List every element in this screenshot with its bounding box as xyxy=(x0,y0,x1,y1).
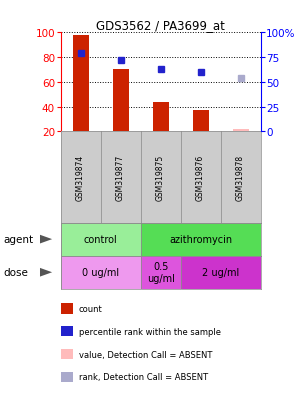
Bar xyxy=(233,130,248,132)
Polygon shape xyxy=(40,235,52,244)
Text: rank, Detection Call = ABSENT: rank, Detection Call = ABSENT xyxy=(79,373,208,381)
Text: 2 ug/ml: 2 ug/ml xyxy=(202,268,239,278)
Text: value, Detection Call = ABSENT: value, Detection Call = ABSENT xyxy=(79,350,212,358)
Title: GDS3562 / PA3699_at: GDS3562 / PA3699_at xyxy=(96,19,225,32)
Bar xyxy=(61,256,141,289)
Bar xyxy=(181,256,261,289)
Bar xyxy=(113,70,128,132)
Bar xyxy=(61,223,141,256)
Text: count: count xyxy=(79,304,102,313)
Bar xyxy=(153,102,168,132)
Text: GSM319877: GSM319877 xyxy=(116,154,125,201)
Bar xyxy=(73,36,88,132)
Text: control: control xyxy=(84,235,118,244)
Text: 0 ug/ml: 0 ug/ml xyxy=(82,268,119,278)
Text: azithromycin: azithromycin xyxy=(169,235,232,244)
Text: 0.5
ug/ml: 0.5 ug/ml xyxy=(147,262,175,283)
Text: percentile rank within the sample: percentile rank within the sample xyxy=(79,327,221,336)
Text: agent: agent xyxy=(3,235,33,244)
Bar xyxy=(193,111,208,132)
Polygon shape xyxy=(40,268,52,277)
Text: GSM319875: GSM319875 xyxy=(156,154,165,201)
Text: dose: dose xyxy=(3,268,28,278)
Text: GSM319874: GSM319874 xyxy=(76,154,85,201)
Text: GSM319878: GSM319878 xyxy=(236,154,245,201)
Text: GSM319876: GSM319876 xyxy=(196,154,205,201)
Bar xyxy=(141,256,181,289)
Bar xyxy=(141,223,261,256)
